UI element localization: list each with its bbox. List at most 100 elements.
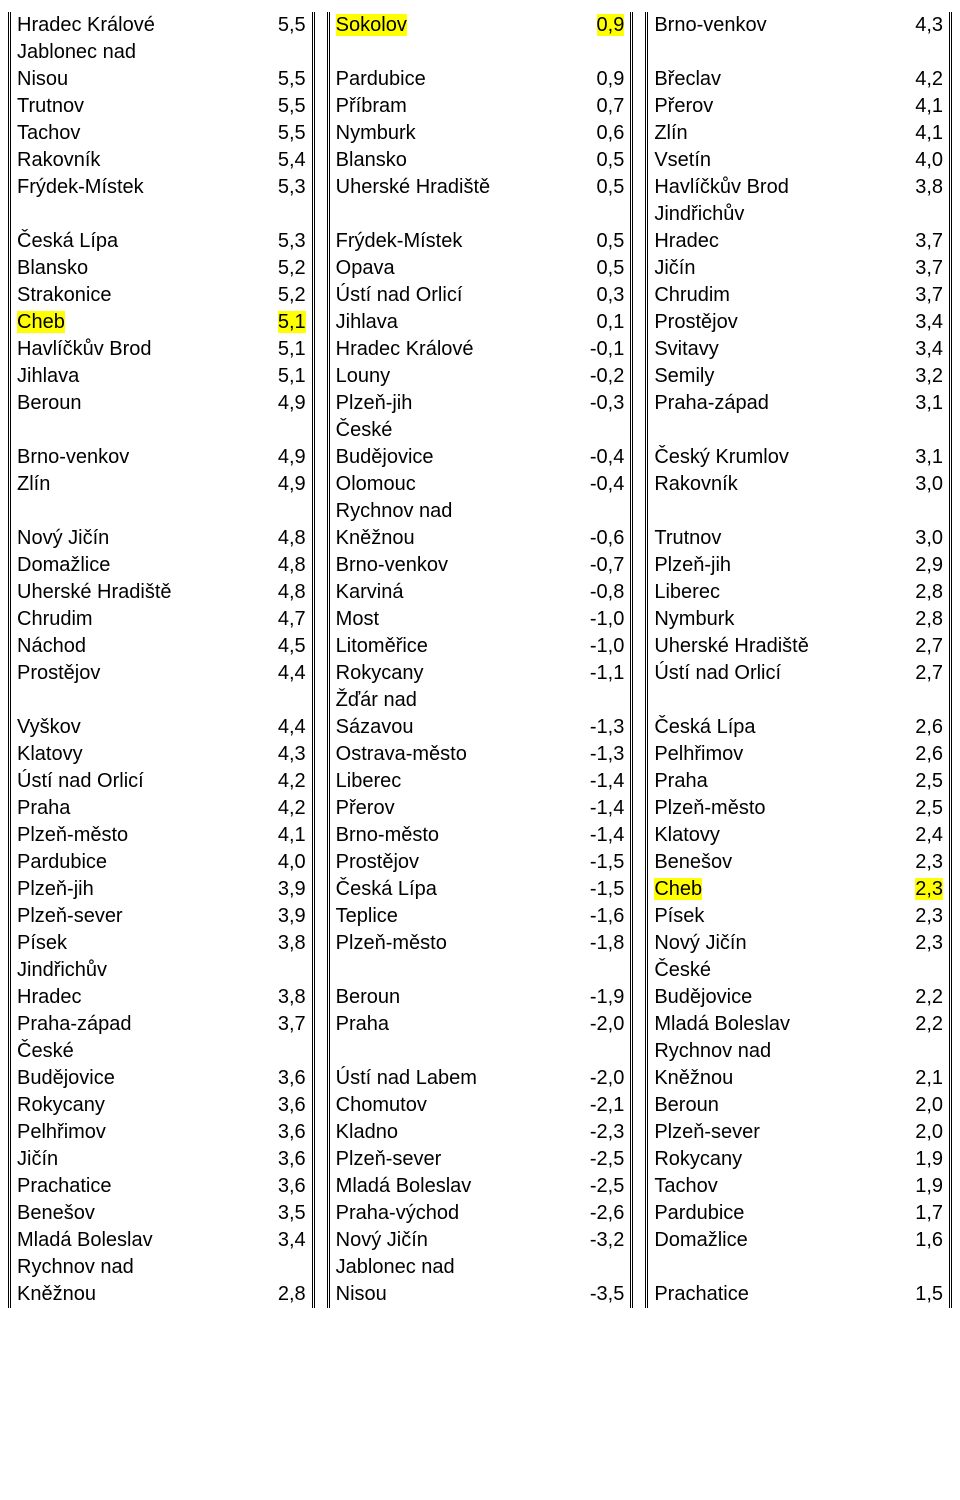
- table-row: Svitavy3,4: [654, 336, 943, 363]
- district-value: 2,4: [895, 822, 943, 849]
- district-value: 5,2: [258, 282, 306, 309]
- district-name: Ostrava-město: [336, 741, 577, 768]
- district-value: 3,7: [895, 282, 943, 309]
- district-name: Liberec: [336, 768, 577, 795]
- district-name: Kněžnou: [17, 1281, 258, 1308]
- district-name: Chomutov: [336, 1092, 577, 1119]
- district-value: 1,7: [895, 1200, 943, 1227]
- district-name: Rokycany: [654, 1146, 895, 1173]
- district-name: Jihlava: [336, 309, 577, 336]
- table-row: Rokycany3,6: [17, 1092, 306, 1119]
- table-row: Teplice-1,6: [336, 903, 625, 930]
- district-name: Plzeň-sever: [17, 903, 258, 930]
- district-name: Praha-západ: [17, 1011, 258, 1038]
- district-name: Nymburk: [654, 606, 895, 633]
- district-name: Plzeň-město: [336, 930, 577, 957]
- district-value: 1,9: [895, 1146, 943, 1173]
- district-name: Plzeň-město: [654, 795, 895, 822]
- table-row: Jihlava5,1: [17, 363, 306, 390]
- district-value: 2,3: [895, 930, 943, 957]
- district-name: Brno-venkov: [17, 444, 258, 471]
- district-value: 3,6: [258, 1092, 306, 1119]
- district-value: 0,1: [576, 309, 624, 336]
- district-value: -0,8: [576, 579, 624, 606]
- district-name: Plzeň-jih: [654, 552, 895, 579]
- district-name: České: [17, 1038, 258, 1065]
- district-value: 3,6: [258, 1119, 306, 1146]
- table-row: Frýdek-Místek0,5: [336, 228, 625, 255]
- district-name: Frýdek-Místek: [336, 228, 577, 255]
- table-row: Trutnov5,5: [17, 93, 306, 120]
- district-name: Nový Jičín: [336, 1227, 577, 1254]
- table-row: Ústí nad Orlicí0,3: [336, 282, 625, 309]
- district-value: -1,9: [576, 984, 624, 1011]
- district-value: -2,0: [576, 1011, 624, 1038]
- table-row: Praha2,5: [654, 768, 943, 795]
- table-row: Benešov3,5: [17, 1200, 306, 1227]
- blank-row: [654, 687, 943, 714]
- table-row: Semily3,2: [654, 363, 943, 390]
- district-value: -3,5: [576, 1281, 624, 1308]
- district-name: Prostějov: [654, 309, 895, 336]
- district-value: 3,0: [895, 525, 943, 552]
- table-row: Klatovy2,4: [654, 822, 943, 849]
- table-row: Rokycany-1,1: [336, 660, 625, 687]
- blank-row: [654, 417, 943, 444]
- district-name: Frýdek-Místek: [17, 174, 258, 201]
- district-name: Hradec: [654, 228, 895, 255]
- district-value: 3,1: [895, 390, 943, 417]
- district-value: 5,2: [258, 255, 306, 282]
- district-value: -1,8: [576, 930, 624, 957]
- district-value: 2,7: [895, 633, 943, 660]
- district-name: Kladno: [336, 1119, 577, 1146]
- district-name: Blansko: [336, 147, 577, 174]
- district-value: 3,9: [258, 876, 306, 903]
- table-row: Ústí nad Orlicí4,2: [17, 768, 306, 795]
- district-name: Nisou: [17, 66, 258, 93]
- district-value: 3,8: [258, 930, 306, 957]
- district-value: 2,3: [895, 876, 943, 903]
- district-name: Teplice: [336, 903, 577, 930]
- district-name: Mladá Boleslav: [654, 1011, 895, 1038]
- table-row: Rychnov nad: [336, 498, 625, 525]
- district-name: Ústí nad Orlicí: [654, 660, 895, 687]
- district-value: -2,0: [576, 1065, 624, 1092]
- district-value: 4,2: [895, 66, 943, 93]
- table-row: Písek2,3: [654, 903, 943, 930]
- district-name: Cheb: [17, 309, 258, 336]
- table-row: Zlín4,9: [17, 471, 306, 498]
- district-name: Hradec Králové: [17, 12, 258, 39]
- district-name: Sázavou: [336, 714, 577, 741]
- district-name: Jičín: [17, 1146, 258, 1173]
- district-value: -0,3: [576, 390, 624, 417]
- table-row: Rakovník3,0: [654, 471, 943, 498]
- table-row: Beroun-1,9: [336, 984, 625, 1011]
- district-value: 1,6: [895, 1227, 943, 1254]
- blank-row: [17, 498, 306, 525]
- table-row: Pardubice0,9: [336, 66, 625, 93]
- table-row: Přerov-1,4: [336, 795, 625, 822]
- table-row: Tachov5,5: [17, 120, 306, 147]
- district-name: Pardubice: [336, 66, 577, 93]
- district-name: Přerov: [654, 93, 895, 120]
- district-name: Česká Lípa: [336, 876, 577, 903]
- district-value: 2,9: [895, 552, 943, 579]
- table-row: Liberec2,8: [654, 579, 943, 606]
- district-name: Zlín: [654, 120, 895, 147]
- blank-row: [654, 39, 943, 66]
- district-value: 5,5: [258, 66, 306, 93]
- table-row: Břeclav4,2: [654, 66, 943, 93]
- table-row: Klatovy4,3: [17, 741, 306, 768]
- district-value: -1,1: [576, 660, 624, 687]
- table-row: Budějovice-0,4: [336, 444, 625, 471]
- district-value: 3,6: [258, 1146, 306, 1173]
- district-value: -0,4: [576, 471, 624, 498]
- district-name: Hradec Králové: [336, 336, 577, 363]
- district-name: Žďár nad: [336, 687, 577, 714]
- table-row: Blansko5,2: [17, 255, 306, 282]
- district-name: Benešov: [17, 1200, 258, 1227]
- district-value: 4,9: [258, 444, 306, 471]
- table-row: Pelhřimov3,6: [17, 1119, 306, 1146]
- district-value: 2,1: [895, 1065, 943, 1092]
- district-name: Opava: [336, 255, 577, 282]
